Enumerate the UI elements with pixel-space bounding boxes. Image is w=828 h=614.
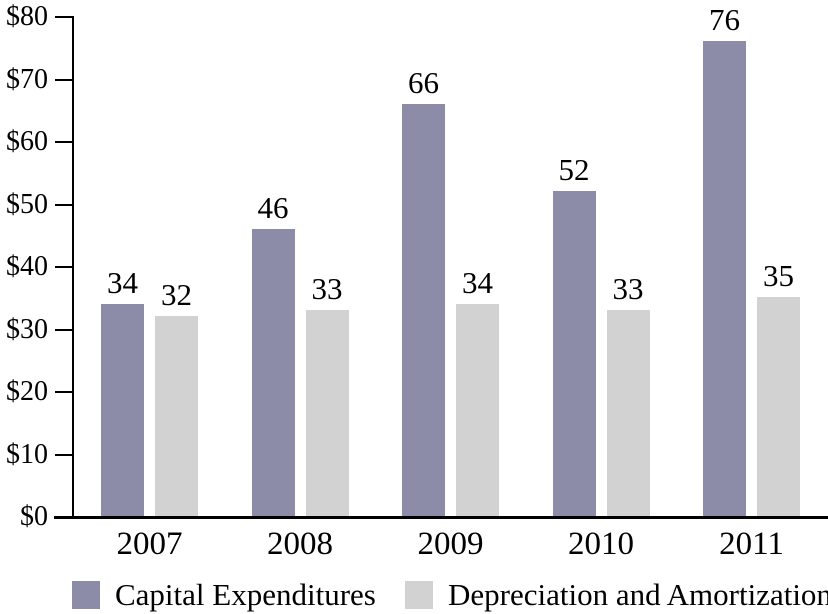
bar-value-label-capital-expenditures-2007: 34	[107, 264, 138, 300]
y-tick-70	[55, 78, 73, 81]
x-tick-label-2010: 2010	[568, 526, 634, 562]
bar-capital-expenditures-2009	[402, 103, 445, 516]
bar-value-label-depreciation-and-amortization-2011: 35	[763, 258, 794, 294]
y-tick-label-60: $60	[6, 126, 48, 157]
x-axis-baseline	[54, 516, 828, 519]
y-tick-label-70: $70	[6, 63, 48, 95]
x-tick-label-2007: 2007	[116, 526, 183, 562]
y-tick-label-30: $30	[6, 313, 48, 345]
bar-capital-expenditures-2008	[251, 228, 295, 516]
bar-capital-expenditures-2007	[101, 303, 144, 516]
legend-item-depreciation-amortization: Depreciation and Amortization	[405, 577, 828, 612]
legend-swatch-capital-expenditures	[72, 581, 100, 609]
bar-depreciation-and-amortization-2009	[456, 303, 499, 516]
bar-capital-expenditures-2010	[552, 191, 596, 516]
bar-value-label-capital-expenditures-2010: 52	[558, 152, 590, 187]
y-tick-label-40: $40	[6, 251, 48, 282]
y-axis-line	[72, 16, 74, 518]
x-tick-label-2008: 2008	[267, 526, 333, 562]
bar-capital-expenditures-2011	[703, 41, 746, 516]
bar-value-label-depreciation-and-amortization-2009: 34	[462, 264, 493, 300]
legend-item-capital-expenditures: Capital Expenditures	[72, 577, 376, 612]
bar-value-label-capital-expenditures-2009: 66	[408, 64, 439, 100]
y-tick-0	[55, 516, 73, 518]
bar-value-label-depreciation-and-amortization-2007: 32	[161, 277, 192, 312]
x-tick-label-2011: 2011	[719, 526, 784, 562]
bar-value-label-capital-expenditures-2011: 76	[709, 2, 740, 37]
y-tick-80	[55, 16, 73, 18]
y-tick-label-20: $20	[6, 376, 48, 407]
y-tick-50	[55, 203, 73, 206]
bar-depreciation-and-amortization-2010	[606, 309, 650, 516]
bar-value-label-depreciation-and-amortization-2010: 33	[612, 270, 644, 306]
y-tick-10	[55, 453, 73, 456]
bar-value-label-capital-expenditures-2008: 46	[257, 189, 289, 225]
y-tick-40	[55, 266, 73, 268]
legend-swatch-depreciation-amortization	[405, 581, 433, 609]
y-tick-60	[55, 141, 73, 143]
x-tick-label-2009: 2009	[417, 526, 484, 562]
legend-label-capital-expenditures: Capital Expenditures	[115, 577, 376, 612]
y-tick-label-10: $10	[6, 438, 48, 470]
y-tick-label-50: $50	[6, 188, 48, 220]
y-tick-label-0: $0	[20, 501, 48, 532]
bar-value-label-depreciation-and-amortization-2008: 33	[311, 270, 343, 306]
y-tick-label-80: $80	[6, 1, 48, 32]
y-tick-20	[55, 391, 73, 393]
legend-label-depreciation-amortization: Depreciation and Amortization	[448, 577, 828, 612]
bar-depreciation-and-amortization-2008	[305, 309, 349, 516]
bar-depreciation-and-amortization-2007	[155, 316, 198, 516]
bar-depreciation-and-amortization-2011	[757, 297, 800, 516]
y-tick-30	[55, 328, 73, 331]
